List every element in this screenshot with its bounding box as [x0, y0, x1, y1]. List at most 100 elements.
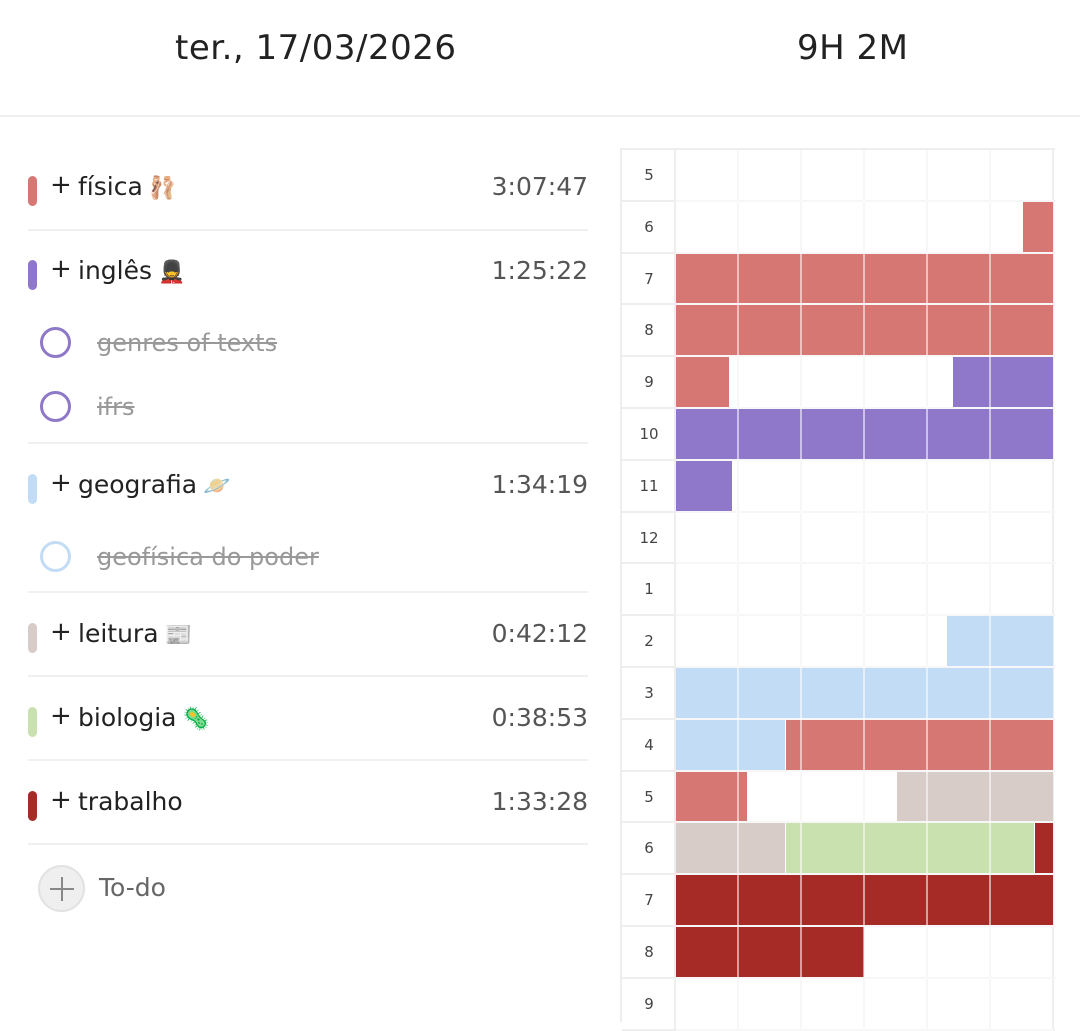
time-block-leitura[interactable]: [676, 823, 786, 874]
color-bar: [28, 707, 37, 737]
hour-label: 4: [644, 735, 654, 754]
task-checkbox[interactable]: [40, 327, 71, 358]
color-bar: [28, 791, 37, 821]
task-item[interactable]: geofísica do poder: [40, 541, 580, 577]
grid-row-separator: [676, 510, 1054, 513]
color-bar: [28, 260, 37, 290]
time-block-biologia[interactable]: [786, 823, 1035, 874]
grid-row-separator: [676, 355, 1054, 358]
grid-column-separator: [800, 150, 802, 1030]
add-icon[interactable]: +: [50, 617, 72, 647]
task-item[interactable]: genres of texts: [40, 327, 580, 363]
header: ter., 17/03/2026 9H 2M: [0, 0, 1080, 117]
planet-icon: 🪐: [203, 474, 231, 499]
add-icon[interactable]: +: [50, 254, 72, 284]
time-block-geografia[interactable]: [946, 616, 1053, 666]
hour-label: 7: [644, 269, 654, 288]
grid-row-separator: [676, 666, 1054, 668]
subject-biologia[interactable]: + biologia 🦠 0:38:53: [28, 701, 588, 739]
color-bar: [28, 623, 37, 653]
hour-label: 7: [644, 891, 654, 910]
timeline-grid: 5 6 7 8 9 10 11 12 1 2 3 4 5 6 7 8 9: [620, 148, 1055, 1031]
divider: [28, 675, 588, 677]
grid-row-separator: [676, 407, 1054, 409]
divider: [28, 843, 588, 845]
time-block-fisica[interactable]: [1022, 201, 1053, 252]
time-block-geografia[interactable]: [676, 719, 786, 770]
grid-row-separator: [676, 717, 1054, 720]
grid-row-separator: [676, 199, 1054, 202]
hour-label: 6: [644, 217, 654, 236]
subject-time: 0:42:12: [491, 619, 588, 648]
time-block-leitura[interactable]: [896, 771, 1053, 822]
subject-label: trabalho: [78, 787, 183, 816]
time-block-fisica[interactable]: [676, 771, 748, 822]
time-block-fisica[interactable]: [676, 357, 729, 407]
task-item[interactable]: ifrs: [40, 391, 580, 427]
hour-label: 3: [644, 684, 654, 702]
hour-label: 8: [644, 943, 654, 961]
grid-row-separator: [676, 562, 1054, 565]
time-block-ingles[interactable]: [676, 460, 732, 511]
hour-label: 5: [644, 787, 654, 806]
divider: [28, 591, 588, 593]
hour-label: 5: [644, 166, 654, 184]
hour-label: 1: [644, 580, 654, 599]
time-block-ingles[interactable]: [953, 357, 1053, 407]
time-block-trabalho[interactable]: [1035, 823, 1053, 874]
hour-label: 12: [639, 528, 659, 547]
task-label: geofísica do poder: [97, 543, 319, 571]
grid-row-separator: [676, 821, 1054, 824]
hour-label: 9: [644, 373, 654, 392]
subject-label: leitura 📰: [78, 619, 192, 648]
grid-column-separator: [926, 150, 928, 1030]
plus-icon[interactable]: [38, 865, 85, 912]
color-bar: [28, 474, 37, 504]
subject-ingles[interactable]: + inglês 💂 1:25:22: [28, 254, 588, 292]
task-checkbox[interactable]: [40, 391, 71, 422]
grid-row-separator: [676, 303, 1054, 306]
subject-label: física 🩰: [78, 172, 177, 201]
add-todo-button[interactable]: To-do: [38, 865, 338, 913]
task-label: genres of texts: [97, 329, 278, 357]
hour-label: 6: [644, 839, 654, 858]
grid-column-separator: [863, 150, 865, 1030]
add-icon[interactable]: +: [50, 701, 72, 731]
grid-column-line: [674, 150, 676, 1030]
grid-column-line: [1052, 150, 1054, 1030]
total-time: 9H 2M: [797, 28, 909, 68]
grid-row-separator: [676, 873, 1054, 876]
add-icon[interactable]: +: [50, 468, 72, 498]
guard-icon: 💂: [158, 260, 186, 285]
subject-geografia[interactable]: + geografia 🪐 1:34:19: [28, 468, 588, 506]
color-bar: [28, 176, 37, 206]
grid-column-separator: [989, 150, 991, 1030]
divider: [28, 759, 588, 761]
subject-trabalho[interactable]: + trabalho 1:33:28: [28, 785, 588, 823]
add-icon[interactable]: +: [50, 785, 72, 815]
subject-fisica[interactable]: + física 🩰 3:07:47: [28, 170, 588, 208]
subject-leitura[interactable]: + leitura 📰 0:42:12: [28, 617, 588, 655]
task-checkbox[interactable]: [40, 541, 71, 572]
subject-time: 1:25:22: [491, 256, 588, 285]
grid-row-separator: [676, 976, 1054, 979]
subject-label: geografia 🪐: [78, 470, 231, 499]
subject-time: 1:34:19: [491, 470, 588, 499]
subject-label: inglês 💂: [78, 256, 186, 285]
date-title[interactable]: ter., 17/03/2026: [175, 28, 457, 68]
hour-label: 2: [644, 632, 654, 651]
grid-row-separator: [676, 925, 1054, 927]
divider: [28, 229, 588, 231]
task-label: ifrs: [97, 393, 135, 421]
add-icon[interactable]: +: [50, 170, 72, 200]
grid-row-separator: [676, 251, 1054, 254]
subject-time: 3:07:47: [491, 172, 588, 201]
hour-label: 11: [639, 476, 659, 495]
divider: [28, 442, 588, 444]
subject-label: biologia 🦠: [78, 703, 210, 732]
time-block-fisica[interactable]: [786, 719, 1053, 770]
time-block-trabalho[interactable]: [676, 927, 864, 977]
subject-time: 0:38:53: [491, 703, 588, 732]
grid-row-separator: [676, 1028, 1054, 1031]
grid-row-separator: [676, 458, 1054, 461]
